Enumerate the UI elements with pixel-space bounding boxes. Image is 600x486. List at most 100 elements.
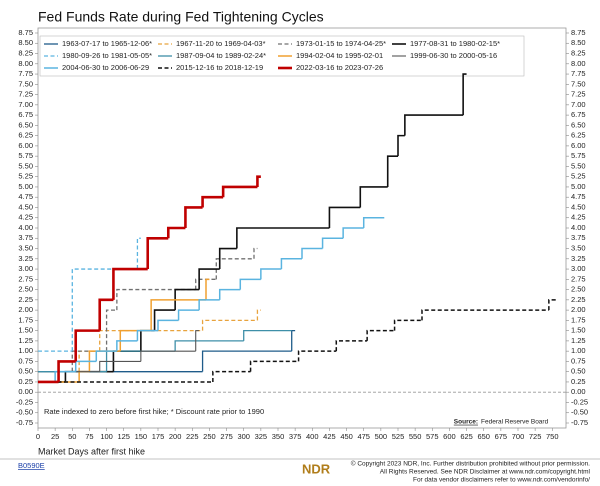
footer-line: © Copyright 2023 NDR, Inc. Further distr… bbox=[351, 460, 590, 468]
footer-code: B0590E bbox=[18, 461, 45, 470]
y2-tick-label: 8.50 bbox=[571, 38, 586, 47]
y-tick-label: 1.75 bbox=[18, 315, 33, 324]
y-tick-label: 2.75 bbox=[18, 274, 33, 283]
step-segment bbox=[198, 299, 220, 311]
step-segment bbox=[393, 319, 422, 331]
x-tick-label: 675 bbox=[495, 432, 508, 441]
y-tick-label: 3.25 bbox=[18, 254, 33, 263]
y2-tick-label: 0.00 bbox=[571, 387, 586, 396]
step-segment bbox=[212, 370, 251, 382]
x-tick-label: 375 bbox=[289, 432, 302, 441]
legend-label: 2015-12-16 to 2018-12-19 bbox=[176, 63, 263, 72]
y-tick-label: 7.25 bbox=[18, 90, 33, 99]
legend-label: 1977-08-31 to 1980-02-15* bbox=[410, 39, 500, 48]
x-tick-label: 400 bbox=[306, 432, 319, 441]
x-tick-label: 200 bbox=[169, 432, 182, 441]
y2-tick-label: 4.75 bbox=[571, 192, 586, 201]
y-tick-label: 1.00 bbox=[18, 346, 33, 355]
step-segment bbox=[548, 299, 556, 311]
step-segment bbox=[221, 185, 258, 198]
legend-label: 1973-01-15 to 1974-04-25* bbox=[296, 39, 386, 48]
step-segment bbox=[195, 330, 200, 352]
legend-label: 1987-09-04 to 1989-02-24* bbox=[176, 51, 266, 60]
y-tick-label: 2.00 bbox=[18, 305, 33, 314]
step-segment bbox=[136, 329, 158, 341]
y-tick-label: 0.25 bbox=[18, 377, 33, 386]
y2-tick-label: 0.25 bbox=[571, 377, 586, 386]
step-segment bbox=[136, 237, 141, 270]
step-segment bbox=[177, 309, 200, 321]
step-segment bbox=[78, 370, 90, 382]
step-segment bbox=[291, 329, 296, 352]
y-tick-label: -0.50 bbox=[16, 408, 33, 417]
y-tick-label: 6.50 bbox=[18, 120, 33, 129]
step-segment bbox=[462, 73, 467, 116]
x-tick-label: 325 bbox=[255, 432, 268, 441]
y2-tick-label: 3.25 bbox=[571, 254, 586, 263]
y-tick-label: 4.25 bbox=[18, 213, 33, 222]
step-segment bbox=[140, 350, 196, 362]
step-segment bbox=[256, 309, 261, 321]
logo: NDR bbox=[302, 461, 331, 476]
x-tick-label: 575 bbox=[426, 432, 439, 441]
step-segment bbox=[112, 267, 148, 300]
x-axis-label: Market Days after first hike bbox=[38, 446, 145, 456]
x-tick-label: 100 bbox=[100, 432, 113, 441]
y-tick-label: 5.00 bbox=[18, 182, 33, 191]
step-segment bbox=[99, 360, 141, 372]
step-segment bbox=[146, 236, 169, 270]
y-tick-label: 7.00 bbox=[18, 100, 33, 109]
source-label: Source: bbox=[454, 419, 478, 426]
y-tick-label: 7.75 bbox=[18, 69, 33, 78]
x-tick-label: 175 bbox=[152, 432, 165, 441]
step-segment bbox=[116, 340, 138, 352]
step-segment bbox=[174, 340, 244, 352]
y2-tick-label: 8.75 bbox=[571, 28, 586, 37]
step-segment bbox=[236, 227, 330, 249]
y-tick-label: 1.25 bbox=[18, 336, 33, 345]
step-segment bbox=[335, 340, 368, 352]
footer-line: All Rights Reserved. See NDR Disclaimer … bbox=[380, 469, 591, 476]
x-tick-label: 600 bbox=[443, 432, 456, 441]
y-tick-label: 8.75 bbox=[18, 28, 33, 37]
x-tick-label: 700 bbox=[512, 432, 525, 441]
x-tick-label: 550 bbox=[409, 432, 422, 441]
y2-tick-label: 7.75 bbox=[571, 69, 586, 78]
y2-tick-label: -0.75 bbox=[571, 418, 588, 427]
y2-tick-label: 7.50 bbox=[571, 79, 586, 88]
step-segment bbox=[249, 360, 299, 372]
y-tick-label: 0.00 bbox=[18, 387, 33, 396]
legend-label: 2004-06-30 to 2006-06-29 bbox=[62, 63, 149, 72]
y2-tick-label: 4.00 bbox=[571, 223, 586, 232]
step-segment bbox=[95, 350, 117, 362]
y-tick-label: 3.00 bbox=[18, 264, 33, 273]
y2-tick-label: 5.50 bbox=[571, 161, 586, 170]
y-tick-label: 0.50 bbox=[18, 367, 33, 376]
y-tick-label: 5.75 bbox=[18, 151, 33, 160]
step-segment bbox=[54, 370, 76, 382]
step-segment bbox=[64, 370, 114, 382]
step-segment bbox=[260, 268, 282, 280]
footer-line: For data vendor disclaimers refer to www… bbox=[413, 477, 590, 484]
step-segment bbox=[362, 216, 385, 228]
step-segment bbox=[201, 350, 292, 372]
y-tick-label: 4.00 bbox=[18, 223, 33, 232]
step-segment bbox=[397, 134, 405, 157]
step-segment bbox=[174, 288, 200, 311]
y-tick-label: 5.50 bbox=[18, 161, 33, 170]
y2-tick-label: 1.00 bbox=[571, 346, 586, 355]
step-segment bbox=[253, 247, 258, 259]
y2-tick-label: 4.25 bbox=[571, 213, 586, 222]
step-segment bbox=[215, 258, 254, 280]
x-tick-label: 25 bbox=[51, 432, 59, 441]
step-segment bbox=[421, 309, 549, 321]
y-tick-label: 6.00 bbox=[18, 141, 33, 150]
x-tick-label: 250 bbox=[203, 432, 216, 441]
x-tick-label: 300 bbox=[237, 432, 250, 441]
y2-tick-label: 7.25 bbox=[571, 90, 586, 99]
y2-tick-label: 6.25 bbox=[571, 131, 586, 140]
x-tick-label: 275 bbox=[220, 432, 233, 441]
step-segment bbox=[198, 268, 220, 290]
x-tick-label: 750 bbox=[546, 432, 559, 441]
